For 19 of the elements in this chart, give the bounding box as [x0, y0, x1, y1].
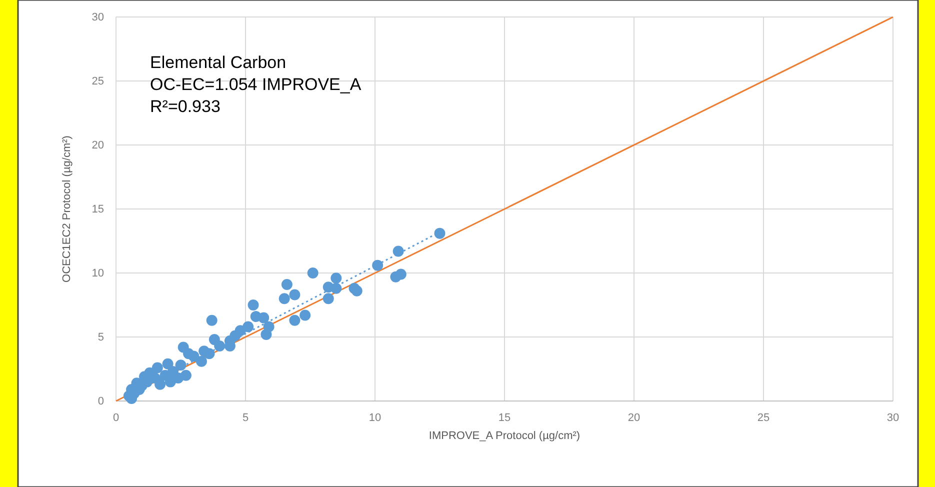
- y-tick-label: 5: [98, 332, 104, 344]
- y-axis-title: OCEC1EC2 Protocol (µg/cm²): [61, 136, 73, 282]
- x-tick-label: 5: [242, 412, 249, 424]
- x-tick-label: 20: [628, 412, 640, 424]
- annotation: Elemental Carbon: [150, 53, 286, 72]
- y-tick-label: 25: [92, 76, 104, 88]
- y-tick-label: 30: [92, 12, 104, 24]
- x-axis-title: IMPROVE_A Protocol (µg/cm²): [428, 430, 580, 442]
- x-tick-label: 10: [368, 412, 382, 424]
- x-tick-label: 0: [112, 412, 120, 424]
- y-tick-label: 10: [92, 268, 104, 280]
- y-tick-label: 20: [92, 140, 104, 152]
- x-tick-label: 30: [886, 412, 900, 424]
- annotation: R²=0.933: [150, 97, 220, 116]
- y-tick-label: 15: [92, 204, 104, 216]
- annotation: OC-EC=1.054 IMPROVE_A: [150, 75, 362, 94]
- x-tick-label: 25: [757, 412, 770, 424]
- y-tick-label: 0: [98, 396, 104, 408]
- x-tick-label: 15: [498, 412, 511, 424]
